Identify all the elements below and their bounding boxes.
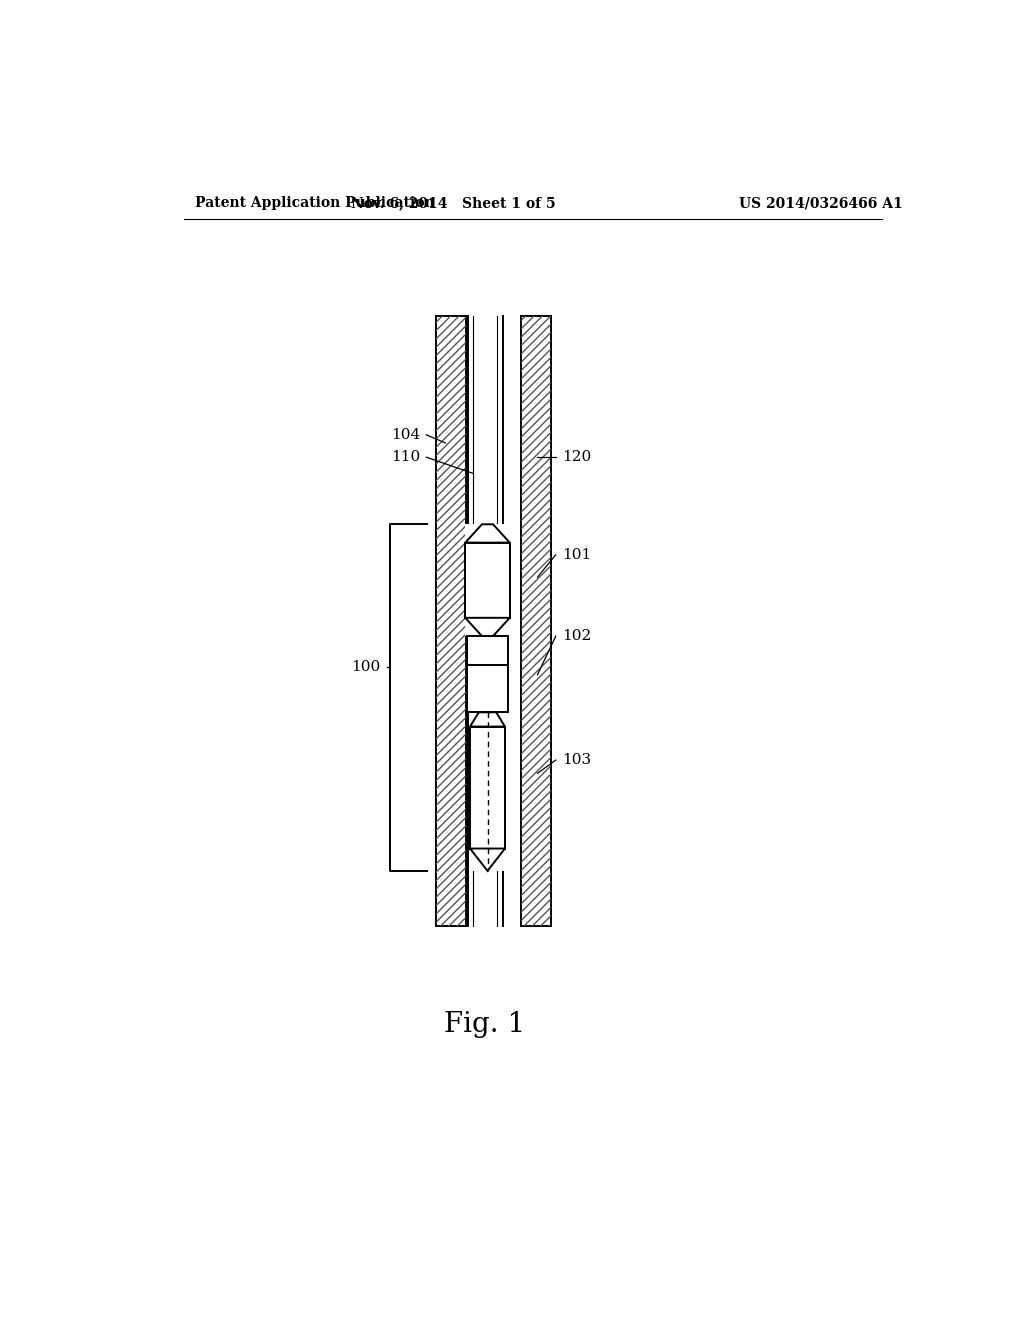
Text: Fig. 1: Fig. 1 [444, 1011, 525, 1038]
Bar [436, 315, 466, 925]
Text: 100: 100 [351, 660, 380, 673]
Text: 102: 102 [562, 630, 591, 643]
Bar [465, 524, 510, 636]
Polygon shape [470, 849, 505, 871]
Bar [467, 636, 508, 713]
Bar [473, 315, 497, 925]
Text: 103: 103 [562, 754, 591, 767]
Text: Patent Application Publication: Patent Application Publication [196, 197, 435, 210]
Text: Nov. 6, 2014   Sheet 1 of 5: Nov. 6, 2014 Sheet 1 of 5 [351, 197, 556, 210]
Bar [470, 726, 505, 849]
Text: 110: 110 [391, 450, 420, 465]
Bar [465, 543, 510, 618]
Polygon shape [465, 618, 510, 636]
Bar [521, 315, 551, 925]
Text: 104: 104 [391, 428, 420, 442]
Bar [436, 315, 466, 925]
Text: 101: 101 [562, 548, 591, 562]
Bar [470, 713, 505, 871]
Bar [521, 315, 551, 925]
Text: 120: 120 [562, 450, 591, 465]
Text: US 2014/0326466 A1: US 2014/0326466 A1 [739, 197, 903, 210]
Polygon shape [465, 524, 510, 543]
Polygon shape [470, 713, 505, 726]
